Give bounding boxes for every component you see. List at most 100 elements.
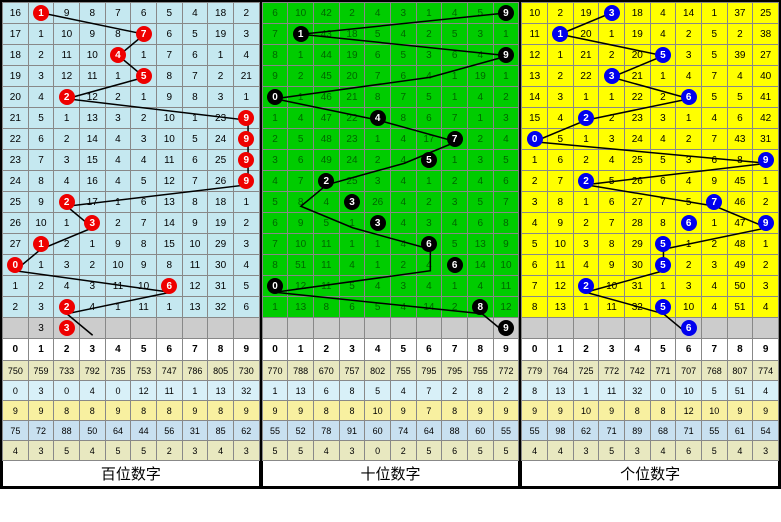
ball-units-13-2: 2 [578, 278, 594, 294]
cell: 14 [416, 297, 442, 318]
cell: 4 [416, 66, 442, 87]
cell-text: 19 [215, 29, 226, 40]
stat-cell: 0 [650, 381, 676, 401]
cell: 9 [753, 213, 779, 234]
cell-text: 11 [164, 155, 174, 166]
cell-text: 5 [141, 176, 147, 187]
cell-text: 8 [192, 92, 198, 103]
cell: 6 [156, 276, 182, 297]
ball-units-15-6: 6 [681, 320, 697, 336]
cell-text: 10 [683, 302, 694, 313]
cell-text: 11 [87, 71, 97, 82]
cell: 3 [79, 213, 105, 234]
cell-text: 1 [192, 113, 198, 124]
cell-text: 8 [375, 92, 381, 103]
cell: 3 [54, 150, 80, 171]
cell: 1 [233, 192, 259, 213]
cell: 5 [599, 171, 625, 192]
cell: 3 [442, 192, 468, 213]
stat-cell: 68 [650, 421, 676, 441]
cell: 9 [262, 66, 288, 87]
cell-text: 20 [346, 71, 357, 82]
col-header: 5 [390, 339, 416, 361]
cell: 22 [573, 66, 599, 87]
stat-cell: 3 [339, 441, 365, 461]
cell-text: 4 [477, 50, 483, 61]
cell: 1 [650, 66, 676, 87]
ball-tens-2-9: 9 [498, 47, 514, 63]
cell-text: 6 [349, 302, 355, 313]
cell: 3 [676, 150, 702, 171]
ball-units-9-7: 7 [706, 194, 722, 210]
cell: 3 [522, 192, 548, 213]
cell-text: 1 [558, 50, 564, 61]
cell-text: 7 [38, 155, 44, 166]
cell-text: 24 [346, 155, 357, 166]
cell-text: 48 [734, 239, 745, 250]
cell-text: 1 [532, 155, 538, 166]
cell: 1 [365, 255, 391, 276]
stat-cell: 11 [599, 381, 625, 401]
cell [467, 318, 493, 339]
cell [339, 318, 365, 339]
cell-text: 5 [737, 92, 743, 103]
cell-text: 51 [295, 260, 306, 271]
cell: 23 [3, 150, 29, 171]
stat-cell: 5 [262, 441, 288, 461]
cell: 3 [416, 213, 442, 234]
cell-text: 1 [115, 302, 121, 313]
cell: 26 [208, 171, 234, 192]
cell: 16 [79, 171, 105, 192]
cell: 27 [624, 192, 650, 213]
cell-text: 9 [115, 239, 121, 250]
stat-cell: 8 [467, 381, 493, 401]
cell-text: 45 [734, 176, 745, 187]
cell-text: 30 [632, 260, 643, 271]
cell: 6 [493, 171, 519, 192]
cell-text: 3 [375, 176, 381, 187]
cell-text: 25 [346, 176, 357, 187]
cell: 2 [365, 150, 391, 171]
cell-text: 2 [244, 8, 250, 19]
cell-text: 2 [38, 281, 44, 292]
cell-text: 3 [532, 197, 538, 208]
cell-text: 11 [61, 50, 71, 61]
cell-text: 14 [683, 8, 694, 19]
cell: 4 [54, 276, 80, 297]
cell-text: 13 [555, 302, 566, 313]
cell: 3 [599, 129, 625, 150]
cell: 9 [233, 171, 259, 192]
cell-text: 32 [215, 302, 226, 313]
cell-text: 10 [189, 239, 200, 250]
cell-text: 12 [189, 281, 200, 292]
cell-text: 2 [583, 218, 589, 229]
stat-cell: 61 [727, 421, 753, 441]
cell-text: 6 [401, 71, 407, 82]
cell: 2 [416, 24, 442, 45]
cell: 4 [28, 87, 54, 108]
cell: 48 [727, 234, 753, 255]
cell: 19 [208, 213, 234, 234]
cell: 8 [79, 3, 105, 24]
cell-text: 23 [215, 113, 226, 124]
cell-text: 1 [244, 92, 250, 103]
cell-text: 1 [452, 155, 458, 166]
cell-text: 31 [632, 281, 643, 292]
cell-text: 47 [734, 218, 745, 229]
cell-text: 26 [632, 176, 643, 187]
cell-text: 31 [215, 281, 226, 292]
stat-cell: 0 [105, 381, 131, 401]
cell: 6 [676, 87, 702, 108]
cell-text: 38 [760, 29, 771, 40]
cell-text: 41 [760, 92, 771, 103]
cell-text: 11 [606, 302, 616, 313]
stat-cell: 786 [182, 361, 208, 381]
cell-text: 3 [686, 50, 692, 61]
cell: 2 [676, 255, 702, 276]
cell-text: 5 [38, 113, 44, 124]
ball-units-10-9: 9 [758, 215, 774, 231]
stat-cell: 742 [624, 361, 650, 381]
cell [365, 318, 391, 339]
cell-text: 29 [215, 239, 226, 250]
stat-cell: 795 [416, 361, 442, 381]
